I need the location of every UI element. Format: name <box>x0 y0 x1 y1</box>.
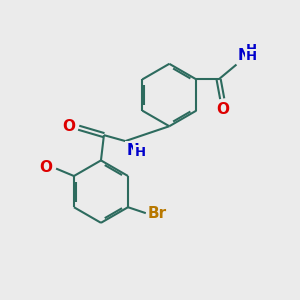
Text: N: N <box>127 142 139 158</box>
Text: H: H <box>135 146 146 159</box>
Text: O: O <box>40 160 52 175</box>
Text: H: H <box>246 50 257 63</box>
Text: H: H <box>246 43 257 56</box>
Text: N: N <box>237 48 250 63</box>
Text: O: O <box>216 102 229 117</box>
Text: O: O <box>62 119 75 134</box>
Text: Br: Br <box>147 206 167 221</box>
